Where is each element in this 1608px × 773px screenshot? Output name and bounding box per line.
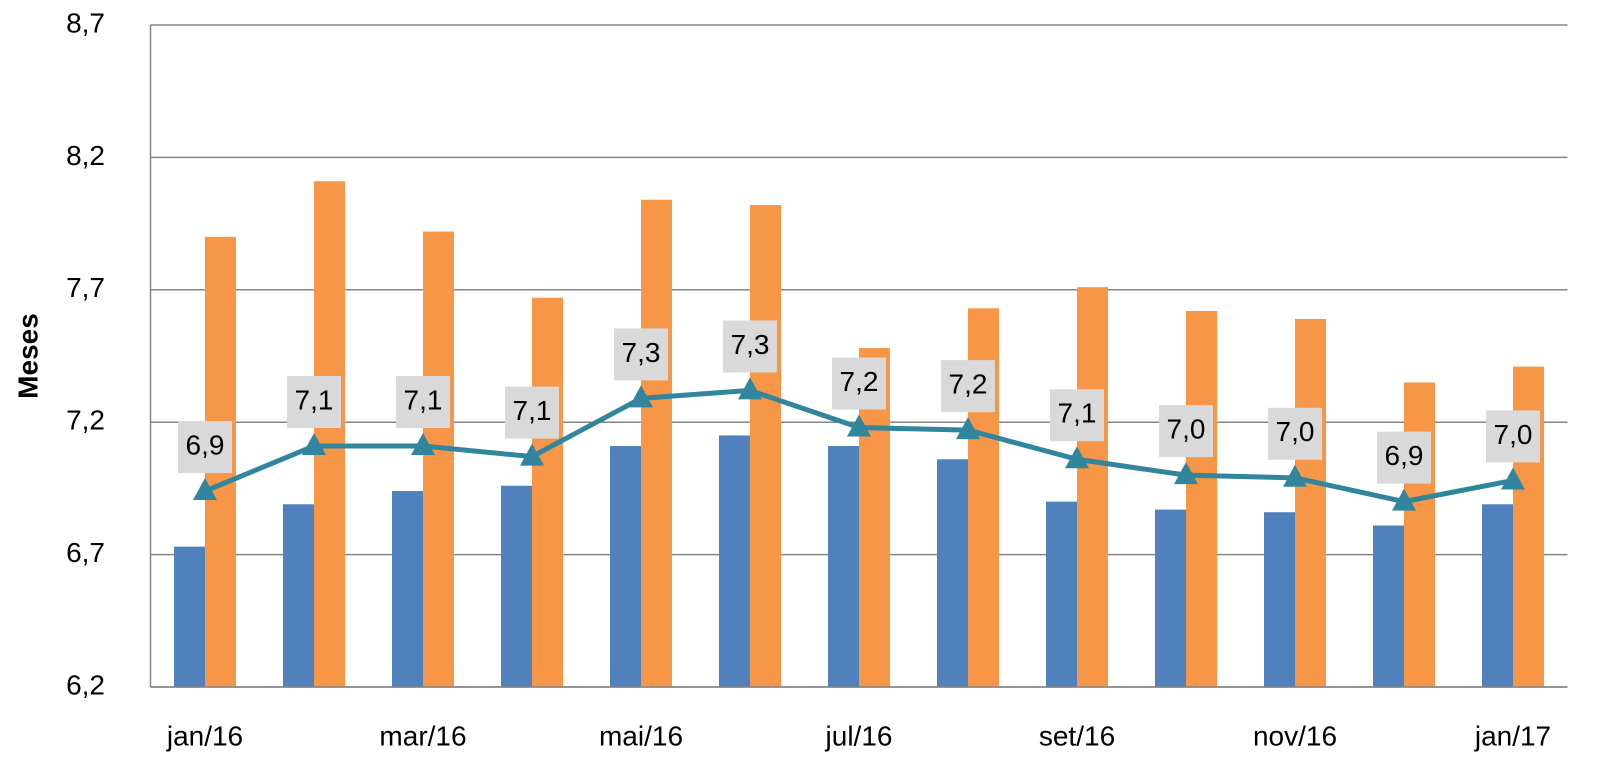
bar: [719, 435, 750, 687]
value-label-box: [723, 320, 777, 373]
bar: [1295, 318, 1326, 687]
bar: [1077, 287, 1108, 687]
value-label-box: [396, 376, 450, 429]
value-label-box: [505, 386, 559, 439]
value-label-box: [614, 328, 668, 381]
bar: [283, 504, 314, 687]
marker: [520, 443, 544, 466]
x-tick-label: nov/16: [1253, 720, 1337, 751]
bar: [532, 297, 563, 687]
marker: [1283, 464, 1307, 487]
value-label: 6,9: [1385, 440, 1424, 471]
marker: [629, 385, 653, 408]
bar: [423, 231, 454, 687]
value-label: 6,9: [186, 429, 225, 460]
marker: [1392, 488, 1416, 511]
bar: [314, 181, 345, 687]
value-label: 7,3: [731, 329, 770, 360]
y-tick-label: 8,2: [66, 140, 105, 171]
bar: [1373, 525, 1404, 687]
bar: [1404, 382, 1435, 687]
y-tick-label: 7,2: [66, 405, 105, 436]
x-tick-label: mai/16: [599, 720, 683, 751]
value-label: 7,1: [404, 384, 443, 415]
value-label-box: [1050, 389, 1104, 442]
marker: [411, 433, 435, 456]
value-label: 7,1: [513, 395, 552, 426]
x-tick-label: jul/16: [825, 720, 893, 751]
marker: [956, 417, 980, 440]
bar: [1264, 512, 1295, 687]
value-label-box: [1159, 405, 1213, 458]
x-tick-label: mar/16: [379, 720, 466, 751]
value-label: 7,2: [840, 366, 879, 397]
value-label: 7,0: [1276, 416, 1315, 447]
value-label-box: [832, 357, 886, 410]
bar: [641, 199, 672, 687]
value-label-box: [1268, 407, 1322, 460]
y-tick-label: 6,2: [66, 669, 105, 700]
value-label: 7,0: [1167, 414, 1206, 445]
bar: [750, 205, 781, 687]
bar: [392, 491, 423, 687]
bar: [610, 446, 641, 687]
bar: [1046, 501, 1077, 687]
y-tick-label: 6,7: [66, 537, 105, 568]
value-label: 7,2: [949, 369, 988, 400]
bar: [501, 485, 532, 687]
bar: [174, 546, 205, 687]
x-tick-label: jan/17: [1474, 720, 1551, 751]
bar: [1186, 310, 1217, 687]
value-label: 7,0: [1494, 419, 1533, 450]
y-tick-label: 8,7: [66, 7, 105, 38]
marker: [302, 433, 326, 456]
x-tick-label: set/16: [1039, 720, 1115, 751]
bar: [1155, 509, 1186, 687]
value-label: 7,1: [1058, 398, 1097, 429]
y-tick-label: 7,7: [66, 272, 105, 303]
bar: [1482, 504, 1513, 687]
value-label-box: [178, 421, 232, 474]
value-label-box: [1486, 410, 1540, 463]
value-label-box: [287, 376, 341, 429]
bar: [937, 459, 968, 687]
marker: [1501, 467, 1525, 490]
marker: [1174, 462, 1198, 485]
marker: [1065, 446, 1089, 469]
value-label-box: [941, 360, 995, 413]
marker: [193, 478, 217, 501]
y-axis-label: Meses: [12, 313, 43, 399]
value-label-box: [1377, 431, 1431, 484]
marker: [738, 377, 762, 400]
value-label: 7,1: [295, 384, 334, 415]
bar: [828, 446, 859, 687]
x-tick-label: jan/16: [166, 720, 243, 751]
marker: [847, 414, 871, 437]
value-label: 7,3: [622, 337, 661, 368]
